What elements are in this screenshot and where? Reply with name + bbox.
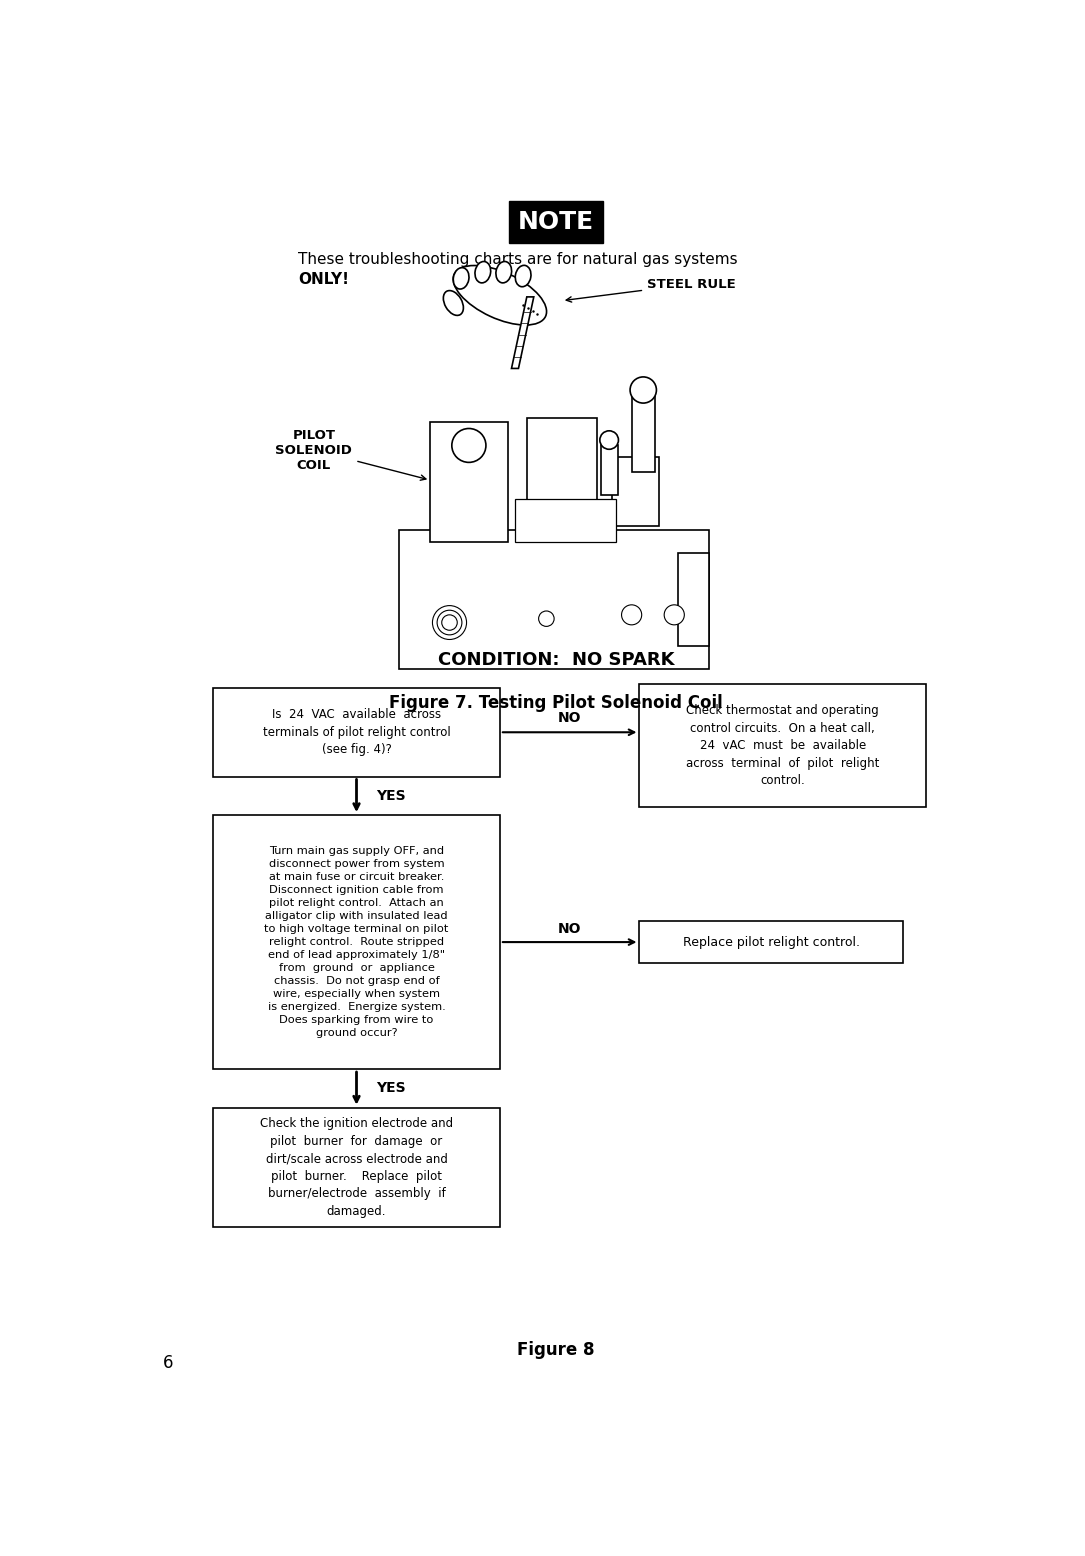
- Text: Turn main gas supply OFF, and
disconnect power from system
at main fuse or circu: Turn main gas supply OFF, and disconnect…: [265, 846, 449, 1038]
- Bar: [430, 422, 508, 541]
- Text: PILOT
SOLENOID
COIL: PILOT SOLENOID COIL: [276, 428, 426, 481]
- Text: 6: 6: [163, 1354, 174, 1372]
- Circle shape: [538, 612, 554, 627]
- Ellipse shape: [515, 266, 531, 286]
- Text: Check the ignition electrode and
pilot  burner  for  damage  or
dirt/scale acros: Check the ignition electrode and pilot b…: [260, 1117, 454, 1217]
- Polygon shape: [511, 297, 534, 369]
- Text: NO: NO: [558, 921, 582, 935]
- Circle shape: [664, 605, 685, 626]
- Bar: [639, 685, 927, 808]
- Bar: [399, 531, 710, 669]
- Bar: [601, 445, 617, 495]
- Text: These troubleshooting charts are for natural gas systems: These troubleshooting charts are for nat…: [298, 252, 738, 266]
- Text: YES: YES: [375, 1081, 406, 1095]
- Bar: [527, 419, 597, 510]
- Text: Replace pilot relight control.: Replace pilot relight control.: [682, 935, 859, 949]
- Text: ONLY!: ONLY!: [298, 272, 349, 286]
- Bar: [639, 921, 903, 963]
- Bar: [631, 395, 655, 473]
- Text: Check thermostat and operating
control circuits.  On a heat call,
24  vAC  must : Check thermostat and operating control c…: [686, 705, 880, 787]
- Text: Figure 8: Figure 8: [518, 1341, 595, 1360]
- Circle shape: [451, 428, 486, 462]
- Circle shape: [442, 615, 457, 630]
- Circle shape: [433, 605, 467, 640]
- Text: NO: NO: [558, 711, 582, 725]
- Ellipse shape: [454, 268, 469, 289]
- Ellipse shape: [454, 266, 547, 325]
- Bar: [213, 815, 500, 1069]
- Text: YES: YES: [375, 789, 406, 803]
- Circle shape: [622, 605, 641, 626]
- Bar: [213, 1108, 500, 1228]
- Text: CONDITION:  NO SPARK: CONDITION: NO SPARK: [438, 650, 674, 669]
- Ellipse shape: [475, 261, 490, 283]
- Text: NOTE: NOTE: [518, 210, 595, 233]
- Bar: [612, 457, 659, 526]
- Circle shape: [437, 610, 462, 635]
- Bar: [678, 554, 710, 646]
- Ellipse shape: [444, 291, 463, 316]
- Text: Figure 7. Testing Pilot Solenoid Coil: Figure 7. Testing Pilot Solenoid Coil: [390, 694, 723, 713]
- Bar: [213, 688, 500, 776]
- Text: Is  24  VAC  available  across
terminals of pilot relight control
(see fig. 4)?: Is 24 VAC available across terminals of …: [263, 708, 450, 756]
- Ellipse shape: [496, 261, 512, 283]
- Circle shape: [600, 431, 618, 450]
- Circle shape: [630, 377, 656, 403]
- Text: STEEL RULE: STEEL RULE: [566, 277, 736, 302]
- Bar: [515, 499, 616, 541]
